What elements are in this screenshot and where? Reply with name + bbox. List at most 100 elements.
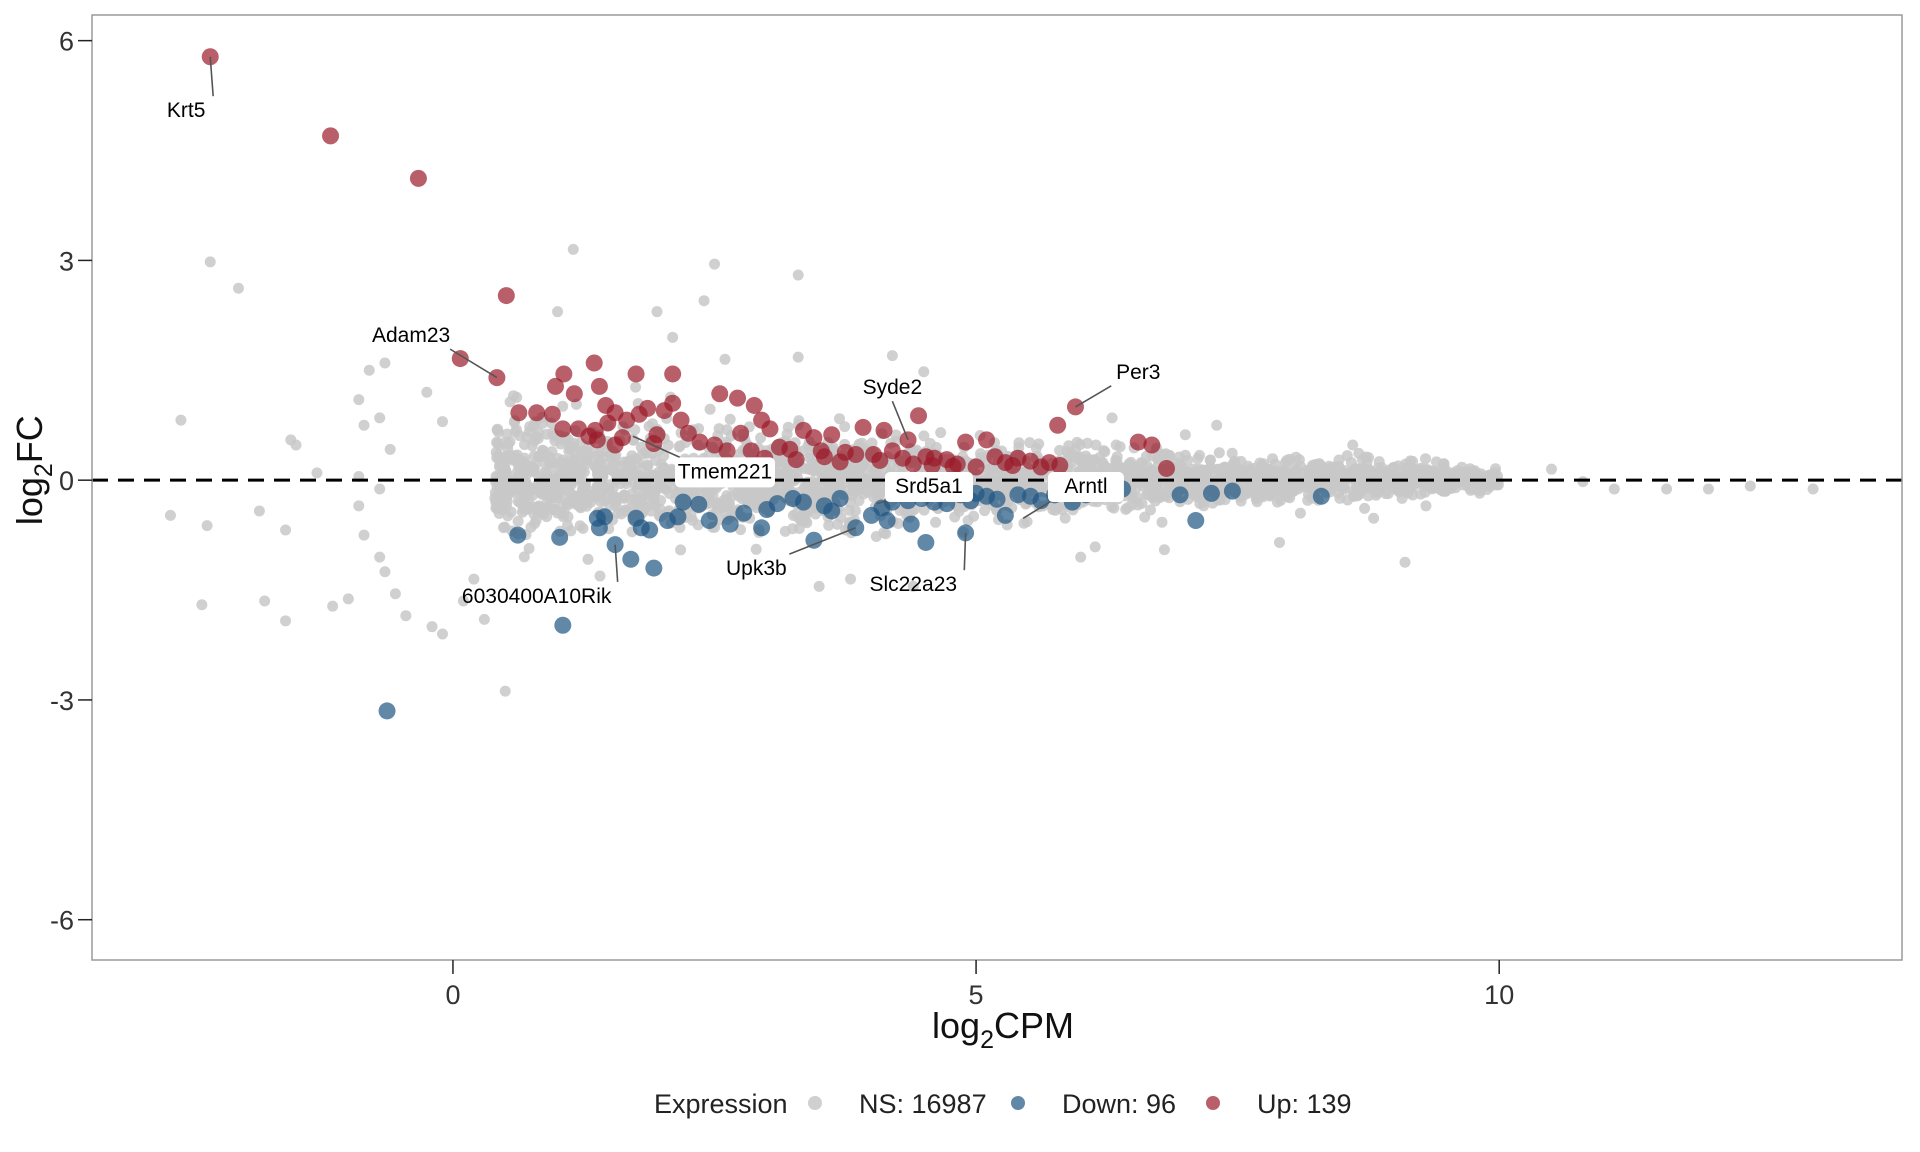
ns-point <box>618 456 630 468</box>
up-point <box>639 399 657 417</box>
ns-point <box>1294 507 1306 519</box>
ns-point <box>793 523 805 534</box>
ns-point <box>975 448 986 460</box>
up-point <box>1004 457 1022 475</box>
axes-layer: 0 5 10 6 3 0 -3 -6 <box>50 27 1514 1010</box>
ns-point <box>748 499 760 511</box>
ns-point <box>537 444 548 456</box>
ns-point <box>609 458 621 470</box>
ns-point <box>1807 483 1819 495</box>
ns-point <box>1154 492 1166 504</box>
ns-point <box>831 518 843 530</box>
ns-point <box>593 446 604 458</box>
ns-point <box>866 437 878 449</box>
x-tick-label: 0 <box>445 980 460 1010</box>
ns-point <box>196 599 208 611</box>
ns-point <box>504 396 516 408</box>
ns-point <box>547 480 559 492</box>
ns-point <box>1125 456 1137 468</box>
ns-point <box>630 381 642 393</box>
ns-point <box>478 613 490 625</box>
up-point <box>957 433 975 451</box>
gene-label-box <box>674 457 775 488</box>
ns-point <box>1435 484 1447 496</box>
ns-point <box>1368 512 1380 524</box>
ns-point <box>625 466 637 478</box>
ns-point <box>1106 412 1118 424</box>
ns-point <box>556 457 568 469</box>
ns-point <box>1179 429 1191 441</box>
down-point <box>988 490 1006 508</box>
ns-point <box>1290 451 1302 463</box>
y-axis-title: log2FC <box>9 415 58 525</box>
ns-point <box>379 566 391 578</box>
ns-point <box>744 490 756 502</box>
down-point <box>996 506 1014 524</box>
ns-point <box>1392 460 1404 472</box>
ns-point <box>667 331 679 343</box>
y-tick-label: -6 <box>50 906 74 936</box>
up-point <box>590 377 608 395</box>
ns-point <box>1426 483 1438 495</box>
down-point <box>1202 484 1220 502</box>
legend-label: Down: 96 <box>1062 1089 1176 1119</box>
ns-point <box>563 445 575 457</box>
gene-label-connector <box>449 348 498 379</box>
ns-point <box>968 510 980 522</box>
ns-point <box>468 573 480 585</box>
ns-point <box>1182 454 1194 466</box>
gene-labels-layer: Krt5 Adam23 Tmem221 Syde2 Per3 Srd5a1 Arntl Upk… <box>167 56 1160 608</box>
ns-point <box>1278 464 1290 476</box>
up-point <box>732 424 750 442</box>
legend-item-up: Up: 139 <box>1206 1089 1352 1119</box>
ns-point <box>175 414 187 426</box>
ns-point <box>1420 453 1431 465</box>
down-point <box>878 511 896 529</box>
ns-point <box>704 403 716 415</box>
ns-point <box>907 580 919 592</box>
ns-point <box>498 503 510 515</box>
ns-point <box>979 505 991 517</box>
ns-point <box>523 543 535 554</box>
down-point <box>1223 482 1241 500</box>
ns-point <box>1266 464 1278 476</box>
ns-point <box>1350 479 1362 491</box>
down-point <box>831 489 849 507</box>
ns-point <box>719 353 731 365</box>
ns-point <box>581 454 593 466</box>
ns-point <box>755 432 767 444</box>
up-point <box>823 426 841 444</box>
gene-label-text: Syde2 <box>863 376 923 399</box>
ns-point <box>1546 463 1558 475</box>
ns-point <box>1279 474 1291 486</box>
ns-point <box>1213 447 1225 459</box>
ns-point <box>1141 460 1153 472</box>
ns-point <box>1080 450 1092 462</box>
ns-point <box>750 543 762 555</box>
ns-point <box>600 492 612 504</box>
ns-point <box>1661 483 1673 495</box>
ns-point <box>1271 496 1283 508</box>
ns-point <box>1334 492 1346 504</box>
ns-point <box>698 295 710 307</box>
up-point <box>451 350 469 368</box>
up-point <box>729 389 747 407</box>
ns-point <box>781 428 793 440</box>
ns-point <box>719 497 731 509</box>
ns-point <box>1089 541 1101 553</box>
up-point <box>718 442 736 460</box>
up-point <box>409 169 427 187</box>
up-point <box>627 365 645 383</box>
up-point <box>871 451 889 469</box>
ns-point <box>651 306 663 318</box>
ns-point <box>647 492 659 504</box>
ns-point <box>1187 467 1199 479</box>
ns-point <box>492 437 504 449</box>
ns-point <box>512 515 524 527</box>
ns-point <box>687 514 698 526</box>
ns-point <box>918 430 930 442</box>
ns-point <box>655 459 667 471</box>
up-point <box>1040 454 1058 472</box>
ns-point <box>675 544 687 556</box>
ns-point <box>426 621 438 633</box>
